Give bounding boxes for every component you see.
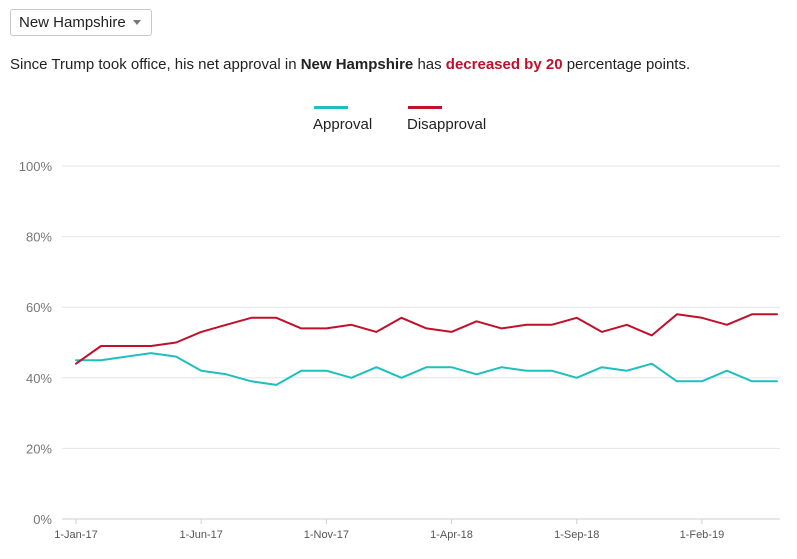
legend-swatch-approval xyxy=(314,106,348,109)
y-tick-label: 20% xyxy=(26,441,52,456)
approval-series-line xyxy=(75,352,778,386)
x-tick-label: 1-Feb-19 xyxy=(680,529,725,541)
state-select[interactable]: New Hampshire xyxy=(10,9,152,36)
y-tick-label: 0% xyxy=(33,512,52,527)
summary-sentence: Since Trump took office, his net approva… xyxy=(10,56,690,73)
legend-item-disapproval[interactable]: Disapproval xyxy=(407,106,486,133)
x-tick-label: 1-Jan-17 xyxy=(54,529,97,541)
y-tick-label: 40% xyxy=(26,371,52,386)
chevron-down-icon xyxy=(133,20,141,25)
x-tick-label: 1-Sep-18 xyxy=(554,529,599,541)
summary-prefix: Since Trump took office, his net approva… xyxy=(10,56,297,73)
y-tick-label: 60% xyxy=(26,300,52,315)
y-tick-label: 100% xyxy=(19,159,53,174)
x-tick-label: 1-Apr-18 xyxy=(430,529,473,541)
chart-legend: Approval Disapproval xyxy=(0,106,797,138)
legend-swatch-disapproval xyxy=(408,106,442,109)
summary-change: decreased by 20 xyxy=(445,56,563,73)
x-tick-label: 1-Nov-17 xyxy=(304,529,349,541)
approval-line-chart: 0% 20% 40% 60% 80% 100% 1-Jan-17 1-Jun-17 1-Nov… xyxy=(19,159,780,541)
y-tick-label: 80% xyxy=(26,230,52,245)
disapproval-series-line xyxy=(75,313,778,365)
x-axis-ticks: 1-Jan-17 1-Jun-17 1-Nov-17 1-Apr-18 1-Sep-18… xyxy=(54,519,724,541)
summary-suffix: percentage points. xyxy=(566,56,691,73)
legend-label-approval: Approval xyxy=(313,116,373,133)
summary-middle: has xyxy=(417,56,442,73)
state-select-value: New Hampshire xyxy=(19,14,126,31)
grid-lines xyxy=(62,165,780,520)
legend-item-approval[interactable]: Approval xyxy=(313,106,372,133)
x-tick-label: 1-Jun-17 xyxy=(179,529,222,541)
y-axis-ticks: 0% 20% 40% 60% 80% 100% xyxy=(19,159,53,527)
summary-state: New Hampshire xyxy=(300,56,414,73)
series-lines xyxy=(75,313,778,386)
legend-label-disapproval: Disapproval xyxy=(407,116,487,133)
